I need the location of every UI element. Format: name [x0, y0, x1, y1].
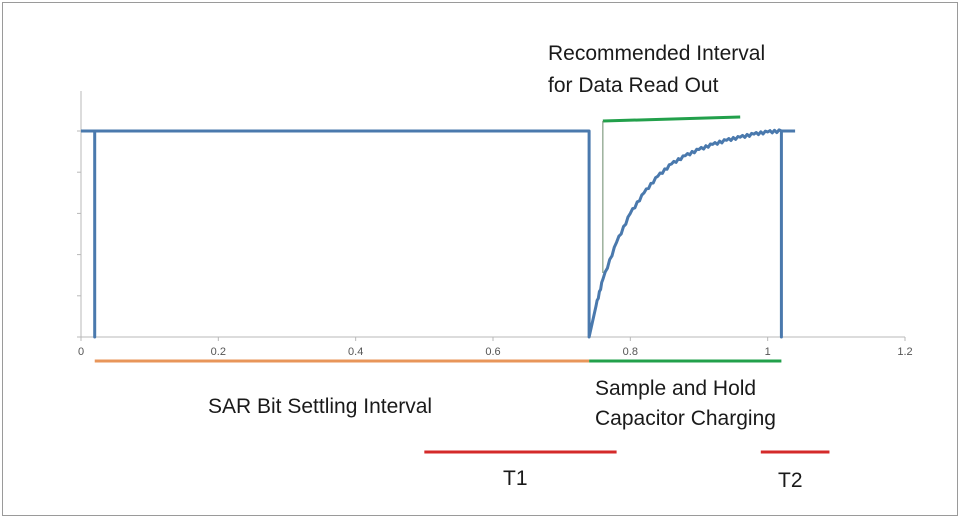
x-tick-label: 0	[78, 346, 84, 358]
sample-hold-label-line-1: Sample and Hold	[595, 377, 756, 400]
y-ticks	[77, 130, 81, 338]
readout-annotation: Recommended Interval for Data Read Out	[548, 42, 765, 97]
x-tick-label: 1.2	[897, 346, 912, 358]
x-tick-label: 0.2	[211, 346, 226, 358]
sar-settling-label: SAR Bit Settling Interval	[208, 395, 432, 418]
signal-line	[81, 128, 796, 339]
readout-interval-bar	[602, 115, 741, 123]
t1-label: T1	[503, 467, 528, 490]
x-ticks: 0 0.2 0.4 0.6 0.8 1 1.2	[78, 337, 913, 358]
sample-hold-annotation: Sample and Hold Capacitor Charging	[595, 377, 776, 430]
chart: 0 0.2 0.4 0.6 0.8 1 1.2 Recommended Interval f…	[77, 42, 913, 492]
axes: 0 0.2 0.4 0.6 0.8 1 1.2	[77, 91, 913, 358]
interval-bars	[94, 115, 830, 454]
x-tick-label: 0.4	[348, 346, 363, 358]
readout-label-line-1: Recommended Interval	[548, 42, 765, 65]
sample-hold-label-line-2: Capacitor Charging	[595, 407, 776, 430]
readout-label-line-2: for Data Read Out	[548, 74, 719, 97]
x-tick-label: 0.8	[623, 346, 638, 358]
x-tick-label: 0.6	[485, 346, 500, 358]
t2-label: T2	[778, 469, 803, 492]
series-layer	[81, 128, 796, 339]
x-tick-label: 1	[765, 346, 771, 358]
